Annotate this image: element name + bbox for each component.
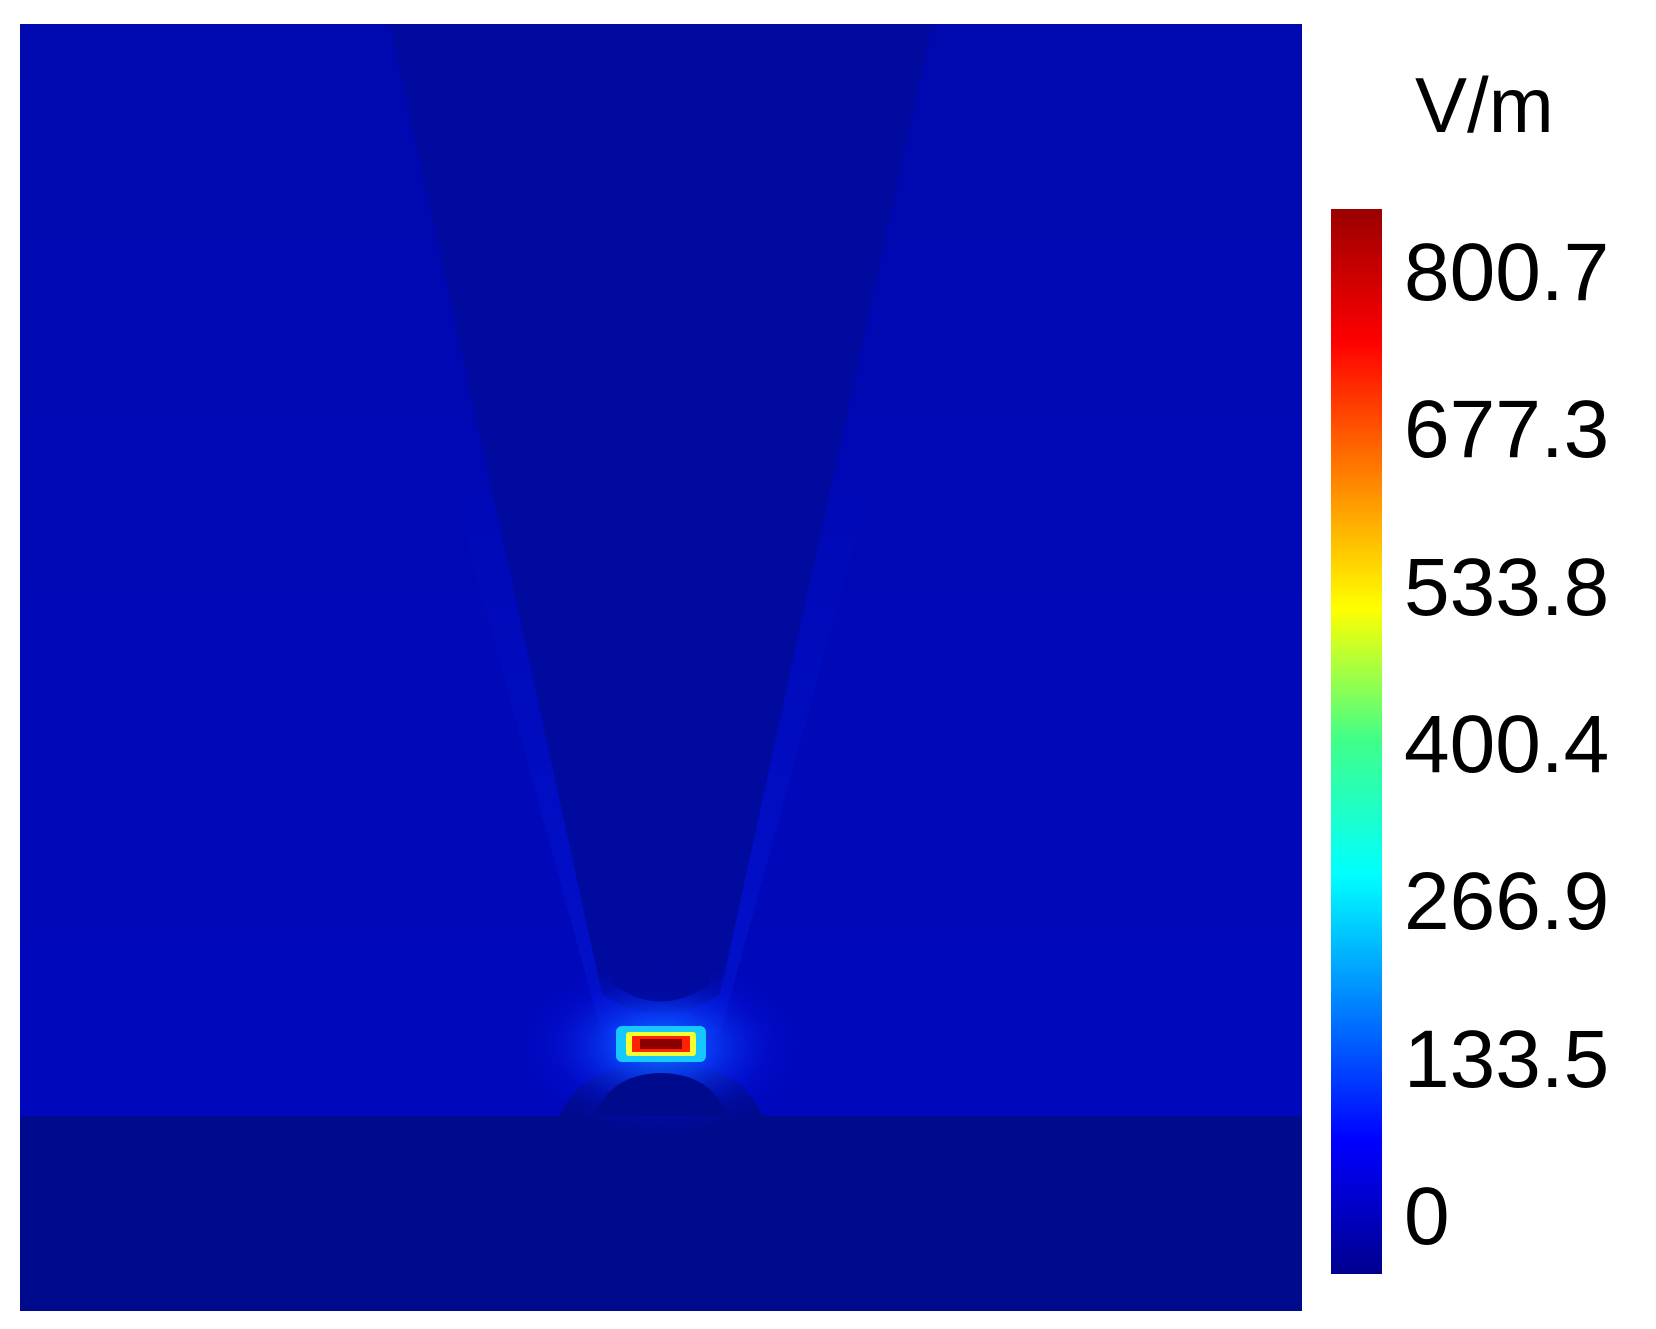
colorbar [1331,209,1382,1274]
tip-edge [490,24,832,1002]
colorbar-tick-label: 266.9 [1404,856,1610,948]
colorbar-tick-label: 677.3 [1404,384,1610,476]
colorbar-gradient [1331,209,1382,1274]
colorbar-tick-label: 0 [1404,1171,1450,1262]
colorbar-unit-label: V/m [1415,61,1554,149]
colorbar-tick-label: 533.8 [1404,541,1610,633]
colorbar-tick-label: 133.5 [1404,1013,1610,1105]
colorbar-tick-label: 400.4 [1404,699,1610,790]
substrate-region [20,1062,1302,1311]
colorbar-tick-label: 800.7 [1404,227,1610,318]
substrate-dome-edge [595,1073,727,1116]
gap-hotspot [640,1039,682,1049]
field-map [20,24,1302,1311]
